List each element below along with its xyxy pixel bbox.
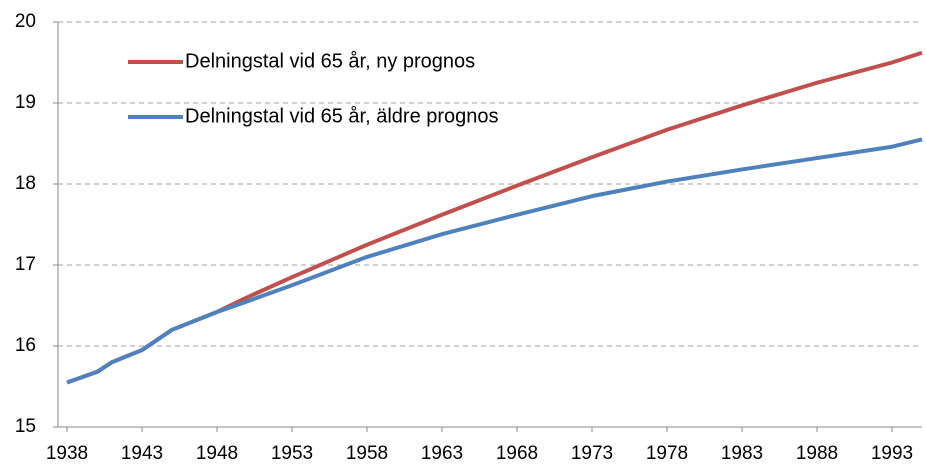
x-tick-label: 1953: [271, 443, 313, 464]
legend-label: Delningstal vid 65 år, äldre prognos: [185, 105, 499, 127]
y-tick-label: 20: [15, 11, 36, 32]
series-line: [66, 137, 923, 385]
y-tick-label: 19: [15, 92, 36, 113]
series-line: [66, 50, 923, 385]
y-tick-label: 16: [15, 335, 36, 356]
x-tick-label: 1993: [871, 443, 913, 464]
y-tick-label: 15: [15, 416, 36, 437]
legend-label: Delningstal vid 65 år, ny prognos: [185, 50, 475, 72]
x-tick-label: 1938: [46, 443, 88, 464]
x-tick-label: 1988: [796, 443, 838, 464]
y-tick-label: 17: [15, 254, 36, 275]
x-tick-label: 1963: [421, 443, 463, 464]
y-tick-label: 18: [15, 173, 36, 194]
x-tick-label: 1958: [346, 443, 388, 464]
x-tick-label: 1968: [496, 443, 538, 464]
x-tick-label: 1973: [571, 443, 613, 464]
x-tick-label: 1978: [646, 443, 688, 464]
x-tick-label: 1943: [121, 443, 163, 464]
x-tick-label: 1948: [196, 443, 238, 464]
x-tick-label: 1983: [721, 443, 763, 464]
